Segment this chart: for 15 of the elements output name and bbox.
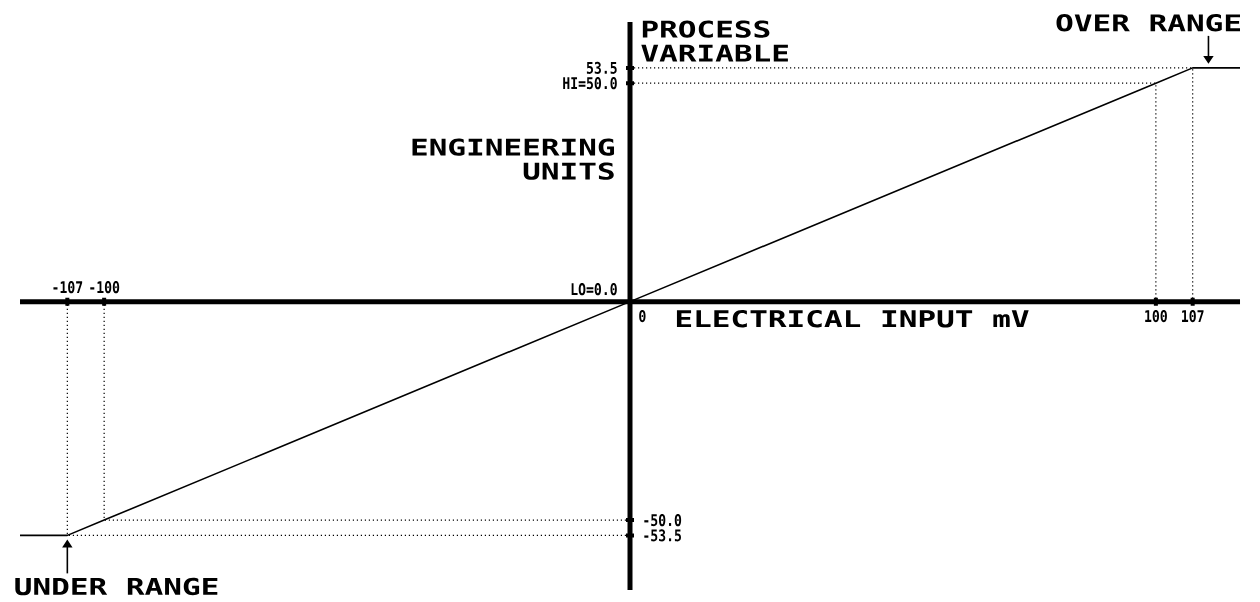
x-tick-label: 100 [1145, 310, 1167, 323]
y-tick-label: 53.5 [586, 61, 617, 74]
y-tick-label: HI=50.0 [563, 77, 617, 90]
y-axis-title: ENGINEERING UNITS [412, 138, 615, 180]
x-tick-label: 0 [639, 310, 646, 323]
y2-tick-label: -50.0 [644, 514, 682, 527]
y-tick-label: LO=0.0 [571, 283, 617, 296]
annotation: OVER RANGE [1056, 14, 1240, 32]
x-tick-label: 107 [1182, 310, 1204, 323]
x2-tick-label: -100 [90, 281, 120, 294]
y2-tick-label: -53.5 [644, 529, 681, 542]
x2-tick-label: -107 [53, 281, 83, 294]
x-axis-title: ELECTRICAL INPUT mV [676, 310, 1029, 328]
annotation: UNDER RANGE [15, 577, 218, 596]
y2-axis-title: PROCESS VARIABLE [641, 20, 788, 62]
